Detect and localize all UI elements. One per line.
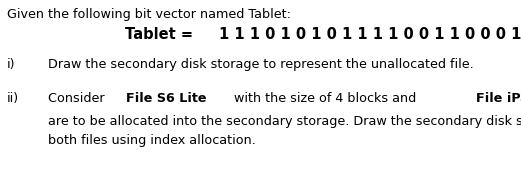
Text: with the size of 4 blocks and: with the size of 4 blocks and (230, 92, 420, 105)
Text: Draw the secondary disk storage to represent the unallocated file.: Draw the secondary disk storage to repre… (48, 58, 474, 71)
Text: File S6 Lite: File S6 Lite (126, 92, 207, 105)
Text: Tablet =: Tablet = (125, 27, 198, 42)
Text: Consider: Consider (48, 92, 108, 105)
Text: i): i) (7, 58, 16, 71)
Text: are to be allocated into the secondary storage. Draw the secondary disk storage : are to be allocated into the secondary s… (48, 115, 521, 128)
Text: File iPad: File iPad (476, 92, 521, 105)
Text: Given the following bit vector named Tablet:: Given the following bit vector named Tab… (7, 8, 291, 21)
Text: both files using index allocation.: both files using index allocation. (48, 134, 256, 147)
Text: 1 1 1 0 1 0 1 0 1 1 1 1 0 0 1 1 0 0 0 1: 1 1 1 0 1 0 1 0 1 1 1 1 0 0 1 1 0 0 0 1 (219, 27, 521, 42)
Text: ii): ii) (7, 92, 19, 105)
